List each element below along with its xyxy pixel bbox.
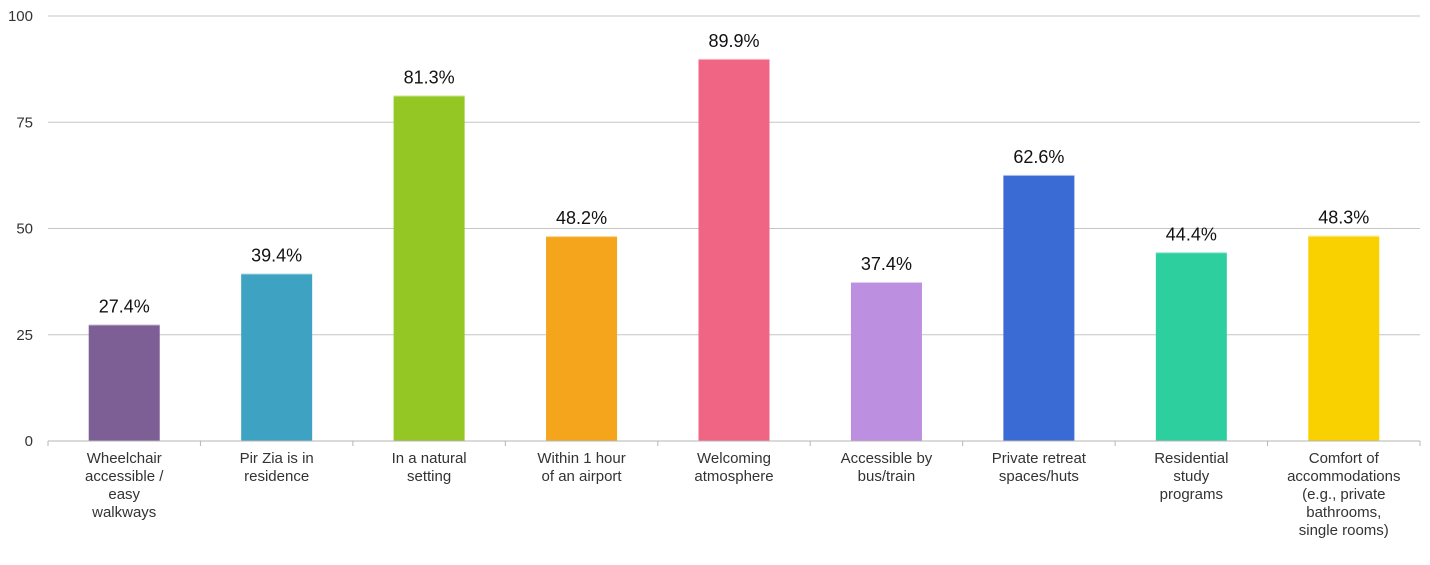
bar [393, 95, 465, 441]
data-labels: 27.4% 39.4% 81.3% 48.2% 89.9% 37.4% 62.6% 44.4%… [99, 31, 1370, 317]
x-tick-label: walkways [91, 504, 156, 521]
y-tick-label: 25 [16, 327, 33, 344]
x-tick-label: Welcoming [697, 450, 771, 467]
x-tick-label: bus/train [858, 468, 916, 485]
x-tick-label: accommodations [1287, 468, 1400, 485]
data-label: 81.3% [404, 67, 455, 87]
y-tick-label: 100 [8, 8, 33, 25]
bars [88, 58, 1380, 442]
bar [850, 282, 922, 441]
x-tick-label: easy [108, 486, 140, 503]
x-tick-label: residence [244, 468, 309, 485]
x-tick-label: Wheelchair [87, 450, 162, 467]
x-tick-label: accessible / [85, 468, 164, 485]
x-tick-label: setting [407, 468, 451, 485]
x-tick-label: Comfort of [1309, 450, 1380, 467]
y-axis-ticks: 0 25 50 75 100 [8, 8, 33, 450]
bar [1308, 235, 1380, 441]
x-tick-label: atmosphere [694, 468, 773, 485]
data-label: 48.3% [1318, 208, 1369, 228]
x-tick-label: Within 1 hour [537, 450, 625, 467]
y-tick-label: 75 [16, 114, 33, 131]
data-label: 48.2% [556, 208, 607, 228]
x-tick-label: In a natural [392, 450, 467, 467]
x-tick-label: Private retreat [992, 450, 1087, 467]
x-tick-label: spaces/huts [999, 468, 1079, 485]
bar [88, 324, 160, 441]
data-label: 44.4% [1166, 224, 1217, 244]
x-tick-label: bathrooms, [1306, 504, 1381, 521]
x-tick-label: single rooms) [1299, 522, 1389, 539]
bar [698, 58, 770, 442]
data-label: 39.4% [251, 246, 302, 266]
x-tick-label: Residential [1154, 450, 1228, 467]
x-tick-label: programs [1160, 486, 1223, 503]
bar [1003, 174, 1075, 441]
data-label: 62.6% [1013, 147, 1064, 167]
x-tick-label: Accessible by [841, 450, 933, 467]
x-tick-label: (e.g., private [1302, 486, 1385, 503]
bar [546, 236, 618, 441]
x-tick-label: of an airport [542, 468, 623, 485]
bar [1155, 252, 1227, 441]
data-label: 89.9% [708, 31, 759, 51]
data-label: 27.4% [99, 297, 150, 317]
data-label: 37.4% [861, 254, 912, 274]
x-tick-label: study [1173, 468, 1209, 485]
y-tick-label: 0 [25, 433, 33, 450]
x-axis [47, 440, 1421, 446]
bar [241, 273, 313, 441]
x-tick-label: Pir Zia is in [240, 450, 314, 467]
y-tick-label: 50 [16, 221, 33, 238]
